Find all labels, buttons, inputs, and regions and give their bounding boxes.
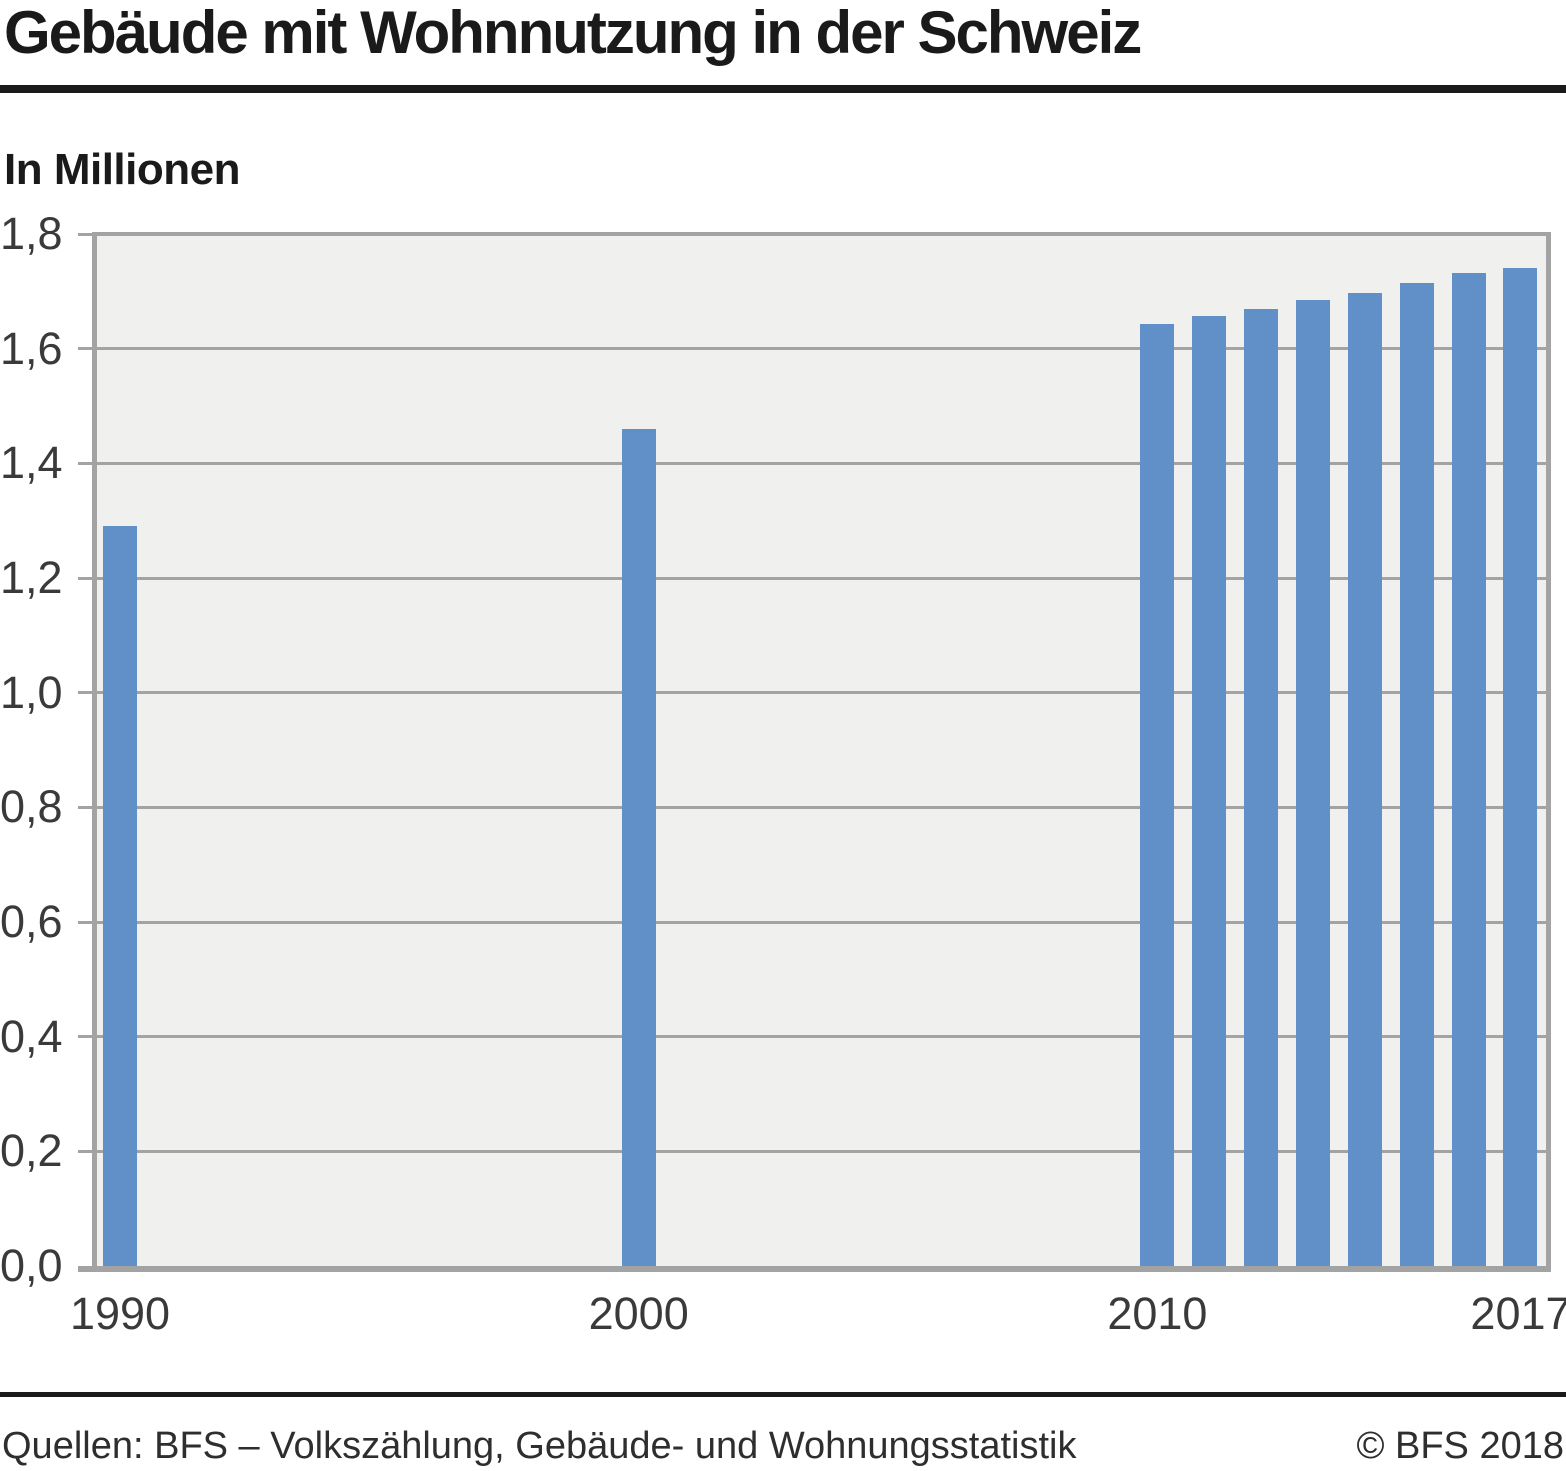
x-axis-baseline-extension <box>78 1266 92 1272</box>
y-axis-tick <box>78 691 92 695</box>
bar-2013 <box>1296 299 1330 1266</box>
y-axis-tick <box>78 576 92 580</box>
title-divider-rule <box>0 85 1566 93</box>
y-axis-tick <box>78 347 92 351</box>
y-tick-label-0,4: 0,4 <box>0 1010 63 1062</box>
gridline-0,2 <box>97 1149 1546 1153</box>
plot-area <box>92 232 1551 1272</box>
page-title: Gebäude mit Wohnnutzung in der Schweiz <box>4 0 1142 66</box>
footer-divider-rule <box>0 1392 1566 1397</box>
y-tick-label-1,2: 1,2 <box>0 552 63 604</box>
bar-2016 <box>1451 273 1486 1266</box>
y-tick-label-1,0: 1,0 <box>0 666 63 718</box>
bar-2015 <box>1399 282 1434 1266</box>
x-tick-label-1990: 1990 <box>69 1288 171 1339</box>
gridline-1,4 <box>97 461 1546 465</box>
bar-2012 <box>1244 308 1279 1266</box>
gridline-1,0 <box>97 691 1546 695</box>
y-tick-label-0,8: 0,8 <box>0 781 63 833</box>
gridline-1,2 <box>97 576 1546 580</box>
y-tick-label-0,6: 0,6 <box>0 896 63 948</box>
y-axis-tick <box>78 1149 92 1153</box>
bar-2000 <box>621 428 656 1266</box>
bar-2014 <box>1347 293 1382 1266</box>
y-axis-tick <box>78 232 92 236</box>
y-tick-label-1,4: 1,4 <box>0 437 63 489</box>
y-axis-tick <box>78 805 92 809</box>
y-tick-label-0,0: 0,0 <box>0 1240 63 1291</box>
y-tick-label-1,8: 1,8 <box>0 208 63 260</box>
gridline-1,6 <box>97 347 1546 351</box>
y-axis-unit-label: In Millionen <box>4 145 240 194</box>
x-tick-label-2010: 2010 <box>1107 1288 1208 1339</box>
bar-1990 <box>103 526 137 1266</box>
gridline-0,6 <box>97 920 1546 924</box>
bar-2011 <box>1192 316 1227 1266</box>
x-tick-label-2017: 2017 <box>1470 1288 1566 1339</box>
y-axis-tick <box>78 920 92 924</box>
y-axis-tick <box>78 461 92 465</box>
y-tick-label-1,6: 1,6 <box>0 322 63 374</box>
source-note: Quellen: BFS – Volkszählung, Gebäude- un… <box>2 1425 1077 1467</box>
y-axis-tick <box>78 1035 92 1039</box>
copyright-note: © BFS 2018 <box>1356 1425 1564 1467</box>
x-tick-label-2000: 2000 <box>588 1288 689 1339</box>
gridline-0,4 <box>97 1035 1546 1039</box>
bar-2017 <box>1503 267 1538 1266</box>
y-tick-label-0,2: 0,2 <box>0 1125 63 1177</box>
bar-2010 <box>1140 324 1175 1266</box>
gridline-0,8 <box>97 805 1546 809</box>
